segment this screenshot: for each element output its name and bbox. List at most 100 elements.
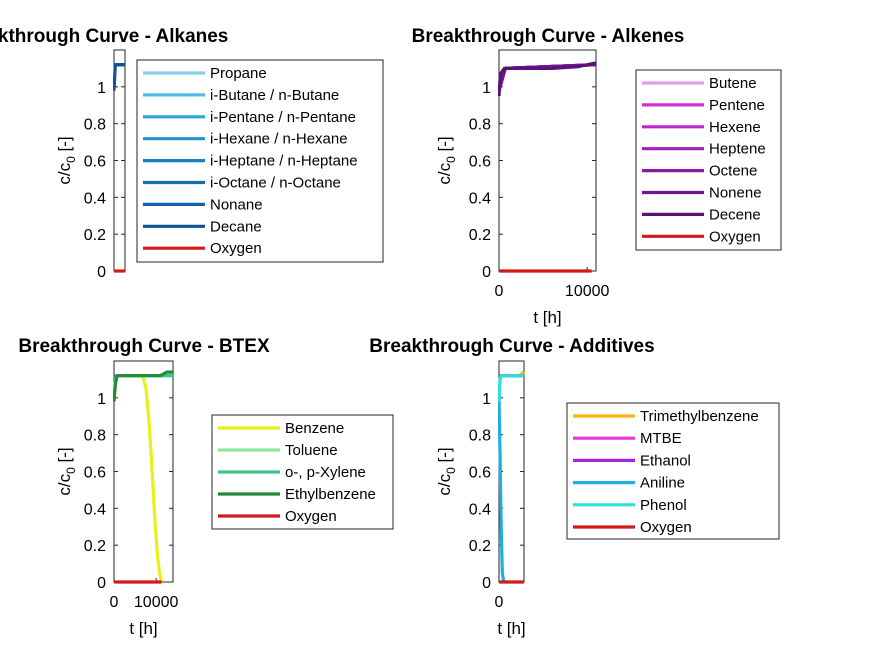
y-tick-label: 0.8 <box>84 117 106 134</box>
legend-entry: Ethylbenzene <box>285 486 376 503</box>
legend: Benzene Toluene o-, p-Xylene Ethylbenzene Ox… <box>211 414 394 530</box>
plot-area <box>113 360 174 583</box>
series-group <box>113 370 173 584</box>
legend-entry: Nonane <box>210 196 263 213</box>
legend-entry: Toluene <box>285 442 338 459</box>
y-tick-label: 0.8 <box>469 117 491 134</box>
y-tick-label: 0.2 <box>84 227 106 244</box>
chart-title: Breakthrough Curve - BTEX <box>18 336 270 357</box>
y-axis-label: c/c0 [-] <box>55 447 78 495</box>
legend-entry: Trimethylbenzene <box>640 408 759 425</box>
y-tick-label: 0.2 <box>469 538 491 555</box>
legend-box <box>635 69 782 251</box>
y-tick-label: 0.6 <box>84 154 106 171</box>
legend-entry: Benzene <box>285 420 344 437</box>
legend-entry: Oxygen <box>640 519 692 536</box>
y-tick-label: 0 <box>482 264 491 281</box>
series-group <box>498 61 597 273</box>
legend-entry: MTBE <box>640 430 682 447</box>
legend-entry: Ethanol <box>640 452 691 469</box>
y-tick-label: 1 <box>482 80 491 97</box>
y-tick-label: 0 <box>97 264 106 281</box>
x-tick-label: 0 <box>495 594 504 611</box>
x-tick-label: 10000 <box>565 283 610 300</box>
legend: Butene Pentene Hexene Heptene Octene Nonene De… <box>635 69 782 251</box>
x-axis-label: t [h] <box>497 619 525 638</box>
chart-2: Breakthrough Curve - Alkenes 0 0.2 0.4 0.6 0.… <box>412 26 782 327</box>
legend-entry: i-Butane / n-Butane <box>210 87 339 104</box>
y-tick-label: 0.4 <box>84 190 106 207</box>
y-tick-label: 0.8 <box>84 428 106 445</box>
y-axis-label-subscript: 0 <box>444 156 458 163</box>
y-axis-label-subscript: 0 <box>64 156 78 163</box>
y-axis-label-subscript: 0 <box>444 467 458 474</box>
legend-entry: Butene <box>709 75 757 92</box>
x-tick-label: 0 <box>495 283 504 300</box>
y-tick-label: 0.2 <box>84 538 106 555</box>
y-axis-label-main: c/c <box>435 162 454 184</box>
legend-entry: Oxygen <box>210 240 262 257</box>
legend-entry: Propane <box>210 65 267 82</box>
legend-entry: Decene <box>709 206 761 223</box>
y-tick-label: 1 <box>97 391 106 408</box>
series-group <box>498 370 525 584</box>
legend-entry: Oxygen <box>709 228 761 245</box>
series-line-aniline <box>498 397 506 583</box>
y-tick-label: 1 <box>97 80 106 97</box>
legend-entry: Hexene <box>709 119 761 136</box>
legend-entry: o-, p-Xylene <box>285 464 366 481</box>
x-axis-label: t [h] <box>129 619 157 638</box>
legend-entry: Aniline <box>640 475 685 492</box>
y-tick-label: 0.6 <box>469 465 491 482</box>
series-line-benzene <box>113 374 164 583</box>
x-tick-label: 10000 <box>134 594 179 611</box>
x-axis-label: t [h] <box>533 308 561 327</box>
y-axis-label: c/c0 [-] <box>55 136 78 184</box>
x-tick-label: 0 <box>110 594 119 611</box>
y-axis-label-unit: [-] <box>435 136 454 156</box>
legend-entry: i-Heptane / n-Heptane <box>210 153 358 170</box>
y-tick-label: 1 <box>482 391 491 408</box>
y-tick-label: 0.2 <box>469 227 491 244</box>
y-tick-label: 0.6 <box>469 154 491 171</box>
y-axis-label: c/c0 [-] <box>435 136 458 184</box>
chart-4: Breakthrough Curve - Additives 0 0.2 0.4 0.6… <box>369 336 780 638</box>
y-axis-label-subscript: 0 <box>64 467 78 474</box>
y-axis-label-unit: [-] <box>435 447 454 467</box>
chart-3: Breakthrough Curve - BTEX00.20.40.60.810… <box>18 336 394 638</box>
y-axis-label-unit: [-] <box>55 447 74 467</box>
y-tick-label: 0.4 <box>84 501 106 518</box>
series-line-ethylbenzene <box>113 370 173 402</box>
y-tick-label: 0 <box>97 575 106 592</box>
y-tick-label: 0 <box>482 575 491 592</box>
legend-entry: Nonene <box>709 185 762 202</box>
legend: Propane i-Butane / n-Butane i-Pentane / n-… <box>136 59 384 263</box>
y-tick-label: 0.6 <box>84 465 106 482</box>
legend-entry: Pentene <box>709 97 765 114</box>
chart-title: Breakthrough Curve - Alkanes <box>0 26 228 47</box>
chart-title: Breakthrough Curve - Additives <box>369 336 654 357</box>
series-group <box>113 63 125 273</box>
legend-entry: Decane <box>210 218 262 235</box>
legend-box <box>566 402 780 540</box>
plot-area <box>498 49 597 272</box>
y-axis-label-unit: [-] <box>55 136 74 156</box>
legend-entry: Oxygen <box>285 508 337 525</box>
y-tick-label: 0.8 <box>469 428 491 445</box>
y-axis-label-main: c/c <box>435 473 454 495</box>
chart-1: Breakthrough Curve - Alkanes 0 0.2 0.4 0.6 0.… <box>0 26 384 281</box>
series-line-decene <box>498 61 597 97</box>
y-axis-label-main: c/c <box>55 473 74 495</box>
legend-entry: Phenol <box>640 497 687 514</box>
y-axis-label: c/c0 [-] <box>435 447 458 495</box>
legend-entry: i-Hexane / n-Hexane <box>210 131 348 148</box>
series-line-phenol <box>498 374 524 402</box>
legend: Trimethylbenzene MTBE Ethanol Aniline Phenol… <box>566 402 780 540</box>
y-axis-label-main: c/c <box>55 162 74 184</box>
legend-entry: Heptene <box>709 141 766 158</box>
legend-entry: i-Pentane / n-Pentane <box>210 109 356 126</box>
legend-entry: Octene <box>709 163 757 180</box>
y-tick-label: 0.4 <box>469 190 491 207</box>
legend-entry: i-Octane / n-Octane <box>210 175 341 192</box>
